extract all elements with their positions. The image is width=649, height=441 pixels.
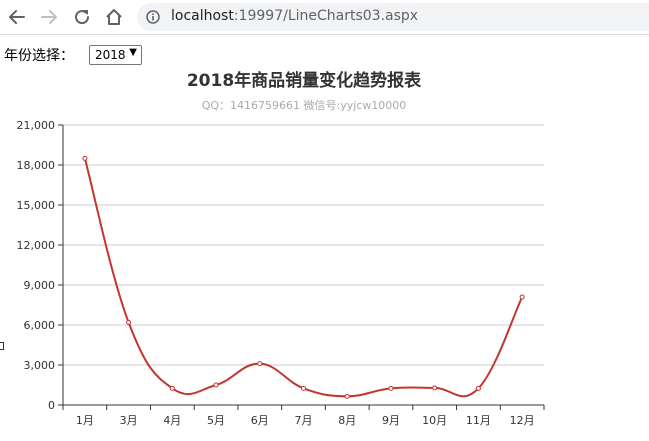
x-tick-label: 12月 [510, 414, 535, 427]
data-point [82, 155, 88, 161]
x-tick-label: 9月 [382, 414, 400, 427]
x-tick-label: 6月 [251, 414, 269, 427]
info-icon[interactable] [146, 10, 160, 24]
y-tick-label: 21,000 [17, 119, 56, 132]
dropdown-arrow-icon: ▼ [129, 47, 137, 58]
x-tick-label: 4月 [163, 414, 181, 427]
arrow-left-icon [9, 10, 25, 24]
y-tick-label: 0 [48, 399, 55, 412]
reload-icon [75, 10, 90, 25]
y-tick-label: 3,000 [24, 359, 56, 372]
x-tick-label: 5月 [207, 414, 225, 427]
back-button[interactable] [6, 6, 28, 28]
data-point [169, 385, 175, 391]
left-edge-marker [0, 342, 4, 350]
year-select-label: 年份选择： [4, 48, 74, 64]
x-tick-label: 3月 [120, 414, 138, 427]
data-point [388, 385, 394, 391]
browser-toolbar: localhost:19997/LineCharts03.aspx [0, 0, 649, 35]
data-point [519, 294, 525, 300]
data-point [301, 385, 306, 391]
y-tick-label: 18,000 [17, 159, 56, 172]
data-point [257, 361, 263, 367]
arrow-right-icon [41, 10, 57, 24]
x-tick-label: 11月 [466, 414, 491, 427]
y-tick-label: 6,000 [24, 319, 56, 332]
x-tick-label: 7月 [295, 414, 313, 427]
url-path: :19997/LineCharts03.aspx [233, 8, 419, 24]
x-axis: 1月 3月 4月 5月 6月 7月 8月 9月 10月 11月 12月 [62, 125, 545, 427]
home-icon [106, 9, 122, 25]
url-text: localhost:19997/LineCharts03.aspx [171, 8, 418, 24]
reload-button[interactable] [71, 6, 93, 28]
y-tick-label: 9,000 [24, 279, 56, 292]
data-point [213, 382, 219, 388]
chart-gridlines [63, 124, 544, 366]
series-points [82, 155, 525, 399]
year-select-value: 2018 [95, 48, 126, 62]
x-tick-label: 8月 [338, 414, 356, 427]
data-point [432, 385, 438, 391]
home-button[interactable] [103, 6, 125, 28]
chart-subtitle: QQ：1416759661 微信号:yyjcw10000 [202, 98, 407, 112]
x-tick-label: 1月 [76, 414, 94, 427]
series-line [83, 158, 524, 398]
data-point [344, 393, 350, 399]
address-bar[interactable]: localhost:19997/LineCharts03.aspx [137, 3, 649, 31]
y-axis-labels: 0 3,000 6,000 9,000 12,000 15,000 18,000 21,000 [17, 119, 63, 412]
y-tick-label: 15,000 [17, 199, 56, 212]
data-point [126, 319, 132, 325]
year-select[interactable]: 2018 ▼ [89, 45, 142, 65]
url-host: localhost [171, 8, 234, 24]
data-point [475, 385, 481, 391]
x-tick-label: 10月 [422, 414, 447, 427]
chart-title: 2018年商品销量变化趋势报表 [187, 70, 422, 91]
line-chart: 2018年商品销量变化趋势报表 QQ：1416759661 微信号:yyjcw1… [17, 70, 545, 427]
forward-button[interactable] [38, 6, 60, 28]
y-tick-label: 12,000 [17, 239, 56, 252]
